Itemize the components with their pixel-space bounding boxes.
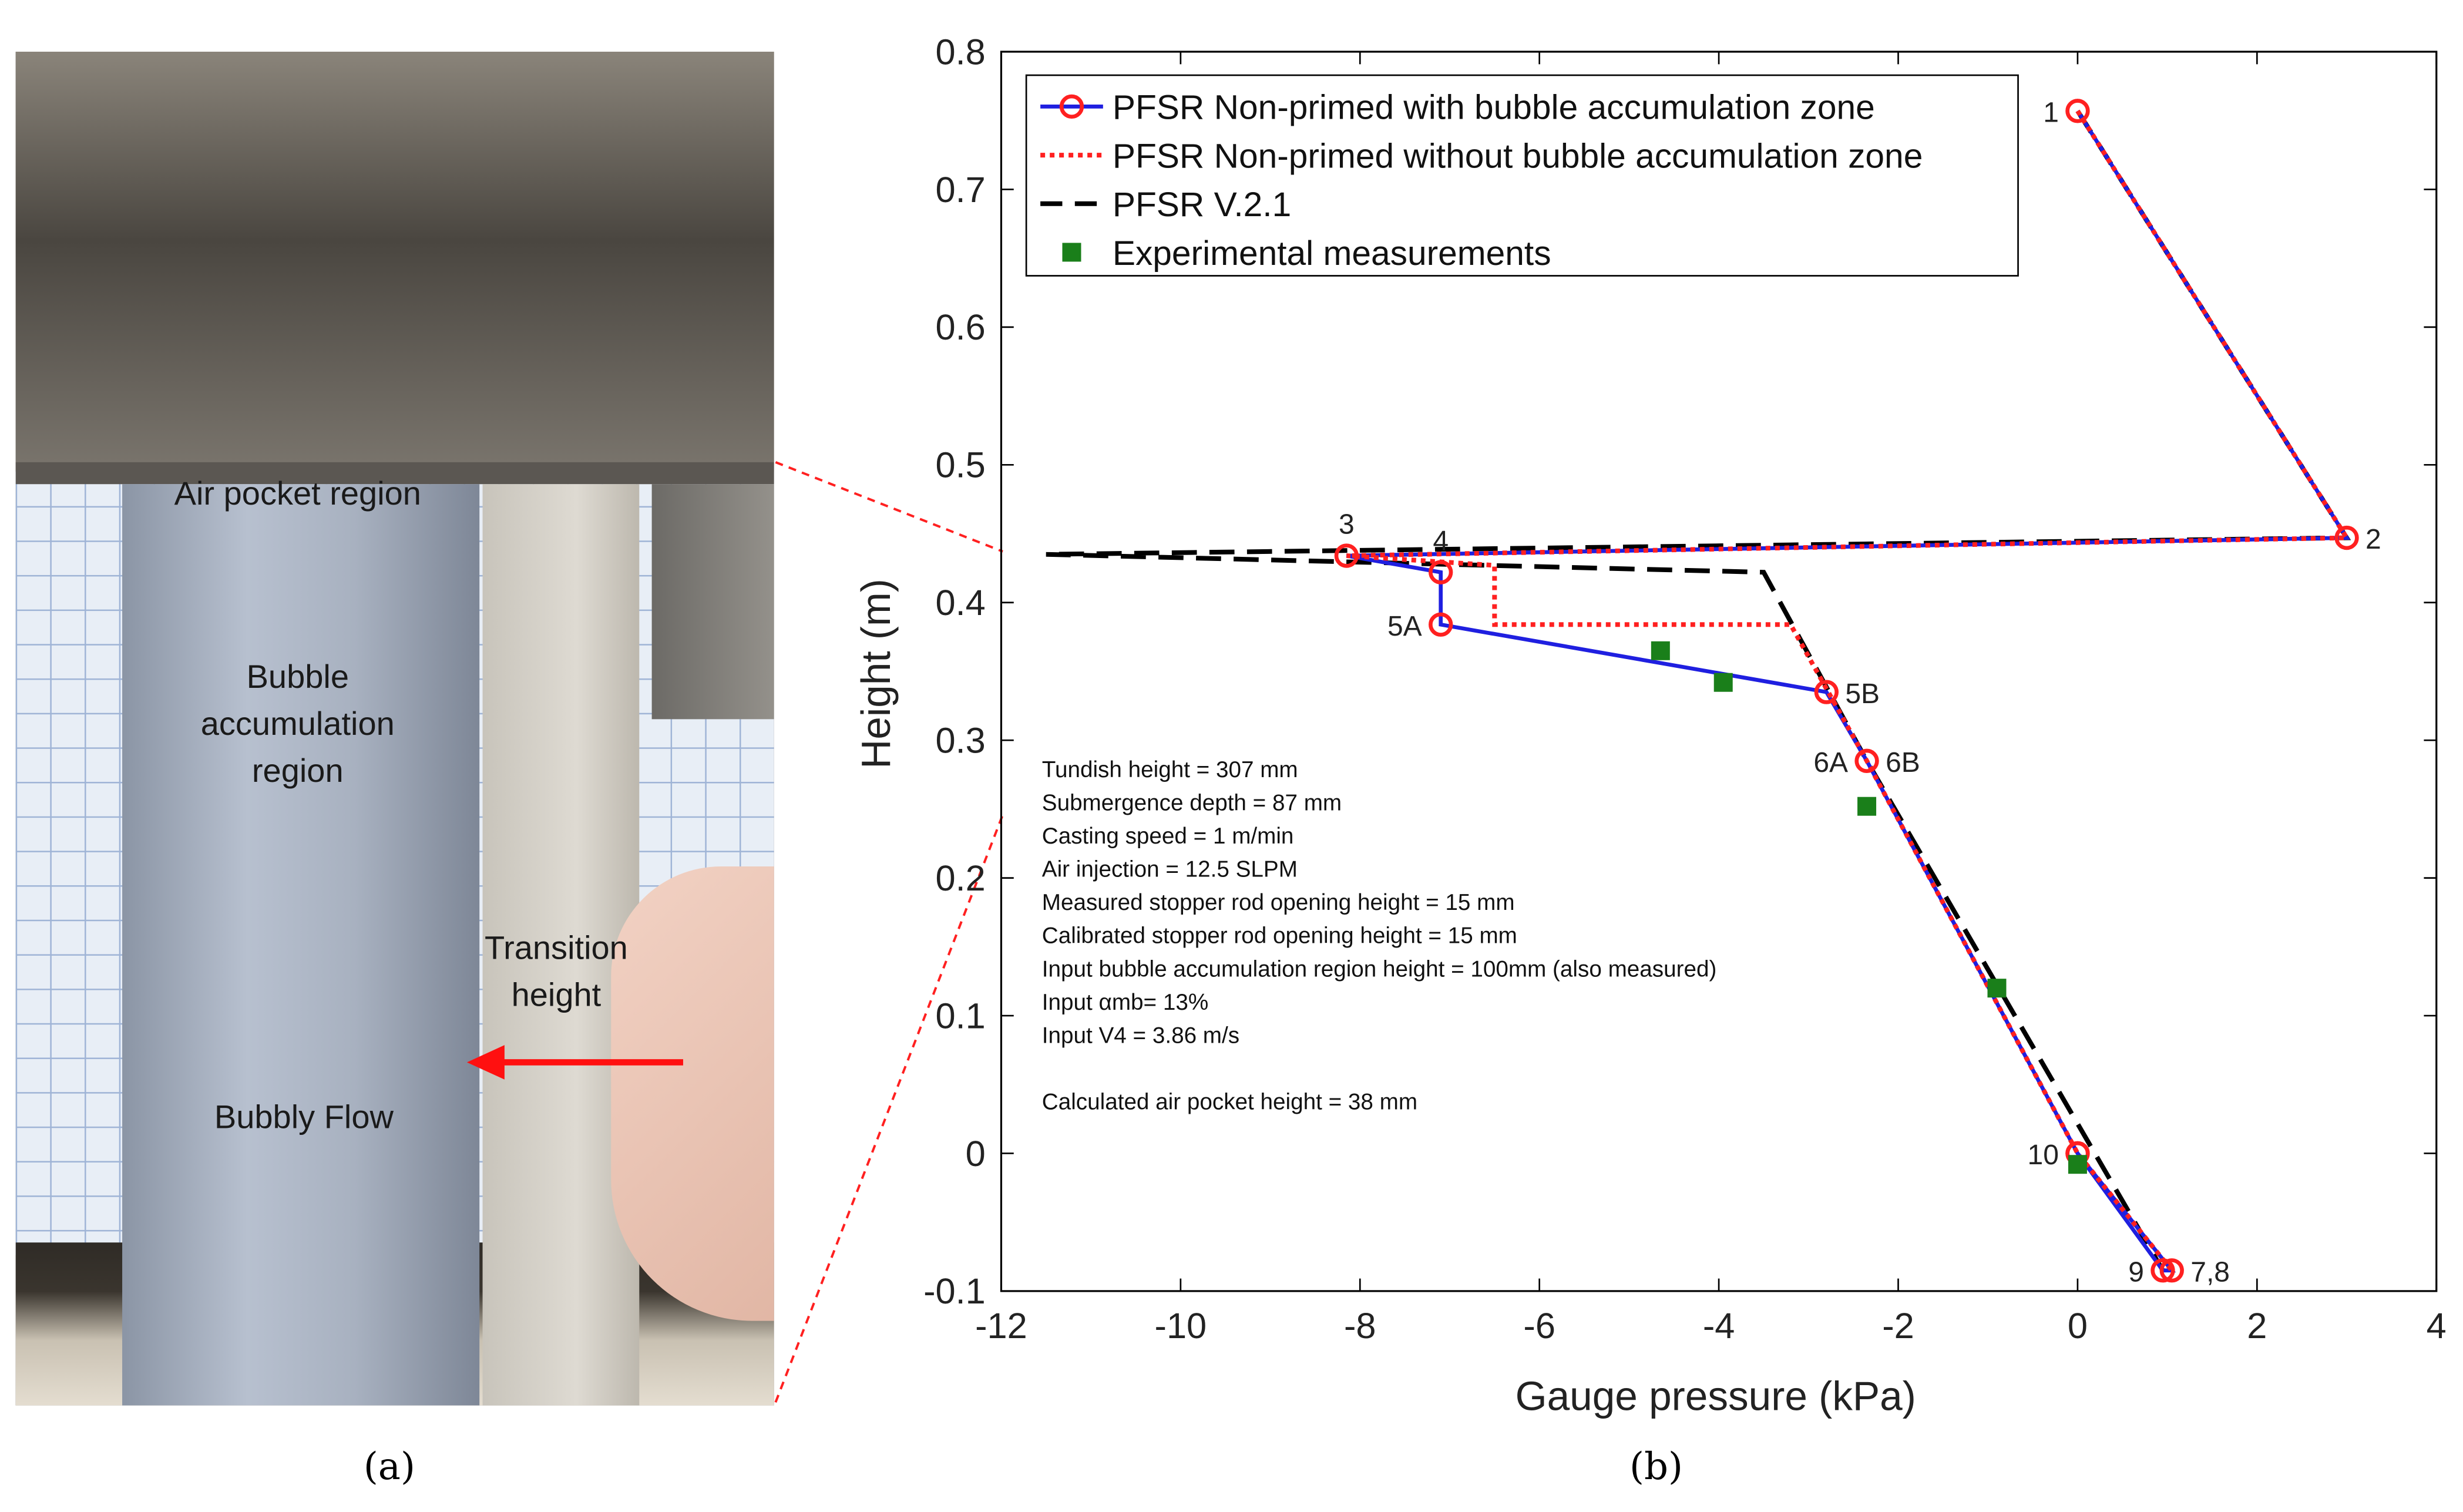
legend-entry: PFSR Non-primed with bubble accumulation… [1113,89,1875,127]
annotation-line: Input V4 = 3.86 m/s [1042,1023,1239,1048]
y-tick-label: 0.7 [936,169,986,210]
legend-swatch-square [1062,243,1081,262]
side-pipe [651,484,774,720]
point-label: 5B [1845,678,1880,710]
y-tick-label: 0.5 [936,445,986,485]
bubble-accumulation-label: Bubble accumulation region [172,655,423,796]
y-tick-label: 0.1 [936,995,986,1036]
y-tick-label: -0.1 [923,1271,986,1311]
annotation-line: Calculated air pocket height = 38 mm [1042,1089,1417,1114]
x-tick-label: -10 [1155,1305,1207,1346]
nozzle-pipe [122,484,480,1406]
point-label: 10 [2028,1140,2059,1171]
point-label: 9 [2128,1256,2144,1288]
legend: PFSR Non-primed with bubble accumulation… [1025,74,2019,277]
experimental-point [1651,641,1670,660]
bubble-acc-line-1: Bubble [246,659,349,696]
point-label: 3 [1339,509,1355,540]
x-tick-label: -6 [1523,1305,1555,1346]
y-tick-label: 0.3 [936,720,986,761]
series-marker-circle [1429,612,1453,637]
series-line-without-bubble-zone [1346,109,2351,1272]
legend-swatch-marker [1059,94,1084,119]
series-marker-circle [2334,525,2359,550]
x-axis-label: Gauge pressure (kPa) [1516,1373,1916,1419]
panel-label-a: (a) [363,1444,415,1489]
series-layer [1046,99,2359,1283]
y-tick-label: 0.4 [936,582,986,623]
annotation-line: Air injection = 12.5 SLPM [1042,857,1298,882]
annotation-line: Input αmb= 13% [1042,990,1208,1015]
annotation-line: Casting speed = 1 m/min [1042,824,1294,849]
x-tick-label: 4 [2427,1305,2447,1346]
bubble-acc-line-2: accumulation [200,706,395,743]
legend-entry: Experimental measurements [1113,234,1551,273]
legend-box [1025,74,2019,277]
series-marker-circle [1854,748,1879,774]
legend-entry: PFSR Non-primed without bubble accumulat… [1113,137,1923,175]
x-tick-label: -2 [1882,1305,1914,1346]
point-label: 6B [1886,747,1920,778]
x-tick-label: -4 [1703,1305,1735,1346]
top-plate [15,462,774,485]
transition-height-label: Transition height [462,926,650,1020]
experiment-photo: Air pocket region Bubble accumulation re… [15,52,774,1406]
series-marker-circle [1429,560,1453,584]
annotation-line: Measured stopper rod opening height = 15… [1042,890,1515,915]
annotation-line: Tundish height = 307 mm [1042,757,1298,782]
series-marker-circle [2159,1258,2184,1283]
y-axis-label: Height (m) [853,579,899,769]
bubbly-flow-label: Bubbly Flow [214,1100,394,1136]
ruler [482,484,640,1406]
point-label: 6A [1813,747,1848,778]
point-label: 5A [1387,611,1422,642]
point-label: 7,8 [2190,1256,2230,1288]
transition-line-1: Transition [484,930,628,967]
y-tick-label: 0.8 [936,31,986,72]
annotation-line: Calibrated stopper rod opening height = … [1042,923,1517,949]
air-pocket-label: Air pocket region [174,476,421,513]
y-tick-label: 0.6 [936,307,986,347]
experimental-point [1987,979,2007,998]
legend-entry: PFSR V.2.1 [1113,186,1291,224]
annotation-line: Input bubble accumulation region height … [1042,956,1717,982]
x-tick-label: -12 [975,1305,1027,1346]
x-tick-label: 0 [2068,1305,2088,1346]
point-label: 2 [2365,524,2381,555]
arrow-left-icon [466,1045,683,1080]
series-marker-circle [1334,543,1359,568]
series-marker-circle [1814,680,1839,704]
annotation-box: Tundish height = 307 mm Submergence depth… [1042,757,1717,1114]
series-marker-circle [2065,99,2090,123]
bubble-acc-line-3: region [251,753,344,790]
hand [611,866,774,1321]
point-label: 1 [2043,97,2059,128]
x-tick-label: -8 [1344,1305,1376,1346]
axis-ticks: -12 -10 -8 -6 -4 -2 0 2 4 -0.1 0 0.1 0.2 0.3 0.4 0.5 0.6… [923,31,2447,1346]
y-tick-label: 0 [966,1133,986,1174]
panel-label-b: (b) [1629,1444,1683,1489]
experimental-point [1857,797,1877,816]
point-label: 4 [1433,526,1449,557]
transition-line-2: height [511,977,602,1014]
experimental-point [1713,673,1733,692]
annotation-line: Submergence depth = 87 mm [1042,791,1342,816]
tundish-top [15,52,774,472]
series-marker-circle [2150,1258,2175,1283]
x-tick-label: 2 [2247,1305,2267,1346]
y-tick-label: 0.2 [936,858,986,898]
point-labels: 1 2 3 4 5A 5B 6A 6B 10 9 7,8 [1339,97,2381,1288]
experimental-point [2068,1155,2087,1174]
